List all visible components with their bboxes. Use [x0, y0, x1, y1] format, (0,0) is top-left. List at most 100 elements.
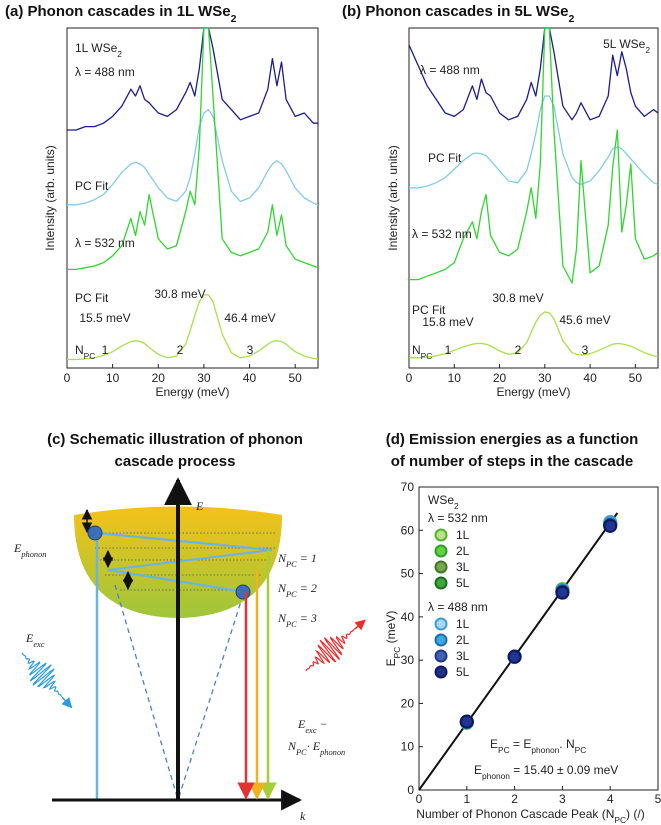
npc-number: 2 — [177, 343, 184, 357]
emission-label-part: N — [287, 739, 297, 753]
phonon-steps — [81, 508, 134, 591]
panel-title: of number of steps in the cascade — [391, 453, 634, 470]
x-tick-label: 40 — [243, 371, 257, 385]
plot-area — [67, 28, 318, 361]
data-point — [459, 714, 474, 729]
sample-label-part: 5L WSe — [603, 37, 646, 51]
y-tick-label: 70 — [401, 480, 415, 494]
peak-label: 15.5 meV — [79, 311, 130, 325]
wave-packets — [21, 619, 366, 709]
data-point — [603, 518, 618, 533]
schematic — [21, 477, 366, 811]
energy-axis-label: E — [195, 499, 204, 513]
legend-swatch — [434, 560, 448, 574]
plot-frame — [66, 27, 319, 369]
y-tick-label: 60 — [401, 523, 415, 537]
legend-label: 2L — [456, 633, 470, 647]
legend-label: 1L — [456, 617, 470, 631]
fit-equation-part: = E — [510, 737, 532, 751]
fit-equation-part: . N — [559, 737, 574, 751]
fit-equation-sub: PC — [575, 745, 587, 755]
y-axis-label: EPC (meV) — [384, 611, 402, 667]
y-tick-label: 40 — [401, 610, 415, 624]
series-label: PC Fit — [412, 303, 446, 317]
npc-label: NPC — [75, 343, 95, 361]
x-tick-label: 40 — [583, 371, 597, 385]
y-axis-label-sub: PC — [392, 647, 402, 659]
spectrum-line — [67, 294, 318, 361]
panel-title-sub: 2 — [568, 13, 574, 25]
legend-title-sub: 2 — [454, 501, 459, 511]
x-tick-label: 30 — [538, 371, 552, 385]
x-tick-label: 10 — [106, 371, 120, 385]
series-label: λ = 488 nm — [75, 65, 135, 79]
panel-title: (a) Phonon cascades in 1L WSe2 — [5, 3, 237, 25]
x-tick-label: 4 — [607, 792, 614, 806]
x-axis-label: Number of Phonon Cascade Peak (NPC) (/) — [416, 807, 644, 825]
excitation-label-part: E — [25, 631, 34, 645]
sample-label-sub: 2 — [645, 45, 650, 55]
peak-label: 46.4 meV — [224, 311, 275, 325]
legend-label: 3L — [456, 649, 470, 663]
emission-label-part: · E — [307, 739, 321, 753]
legend-swatch — [434, 576, 448, 590]
panel-title: (b) Phonon cascades in 5L WSe2 — [342, 3, 574, 25]
legend-title-part: WSe — [428, 493, 454, 507]
npc-label-part: N — [277, 611, 287, 625]
x-tick-label: 20 — [152, 371, 166, 385]
spectrum-line — [67, 28, 318, 271]
npc-label-part: = 1 — [297, 551, 317, 565]
emission-label-part: E — [297, 717, 306, 731]
spectrum-line — [409, 28, 658, 284]
plot-area — [409, 28, 658, 359]
spectrum-line — [67, 28, 318, 131]
sample-label-part: 1L WSe — [75, 41, 118, 55]
npc-label-sub: PC — [285, 620, 297, 629]
legend-swatch — [434, 649, 448, 663]
legend-group-title: λ = 532 nm — [428, 511, 488, 525]
x-axis-label: Energy (meV) — [155, 385, 229, 399]
y-tick-label: 30 — [401, 653, 415, 667]
npc-label-part: N — [277, 551, 287, 565]
legend-label: 5L — [456, 576, 470, 590]
emission-label-sub: phonon — [319, 748, 345, 757]
data-point — [507, 649, 522, 664]
emission-arrows — [237, 550, 277, 800]
npc-number: 1 — [102, 343, 109, 357]
x-axis-label-sub: PC — [614, 815, 626, 825]
npc-label-part: = 2 — [297, 581, 317, 595]
npc-label-sub: PC — [285, 590, 297, 599]
phonon-label-sub: phonon — [20, 550, 46, 559]
npc-label-sub: PC — [285, 560, 297, 569]
x-tick-label: 50 — [289, 371, 303, 385]
peak-label: 15.8 meV — [422, 315, 473, 329]
y-axis-label-part: (meV) — [384, 611, 398, 647]
excitation-label: Eexc — [25, 631, 45, 649]
wave-packet — [21, 652, 63, 698]
peak-label: 45.6 meV — [559, 313, 610, 327]
wave-arrow — [61, 696, 73, 709]
y-axis-label: Intensity (arb. units) — [43, 145, 57, 250]
x-axis-label: Energy (meV) — [496, 385, 570, 399]
legend-swatch — [434, 665, 448, 679]
x-tick-label: 5 — [655, 792, 661, 806]
x-tick-label: 0 — [416, 792, 423, 806]
legend-label: 5L — [456, 665, 470, 679]
spectrum-line — [409, 311, 658, 359]
final-state — [235, 584, 251, 600]
fit-equation-sub: phonon — [531, 745, 559, 755]
fit-equation-sub: PC — [498, 745, 510, 755]
excited-state — [87, 525, 103, 541]
emission-label: Eexc − — [297, 717, 328, 735]
x-axis-label-part: Number of Phonon Cascade Peak (N — [416, 807, 614, 821]
series-label: λ = 532 nm — [412, 227, 472, 241]
x-tick-label: 3 — [559, 792, 566, 806]
npc-label: NPC — [412, 343, 432, 361]
emission-label: NPC· Ephonon — [287, 739, 345, 757]
legend-swatch — [434, 528, 448, 542]
spectrum-line — [409, 28, 658, 121]
y-tick-label: 10 — [401, 740, 415, 754]
x-tick-label: 2 — [511, 792, 518, 806]
legend-swatch — [434, 544, 448, 558]
phonon-label-part: E — [13, 541, 22, 555]
